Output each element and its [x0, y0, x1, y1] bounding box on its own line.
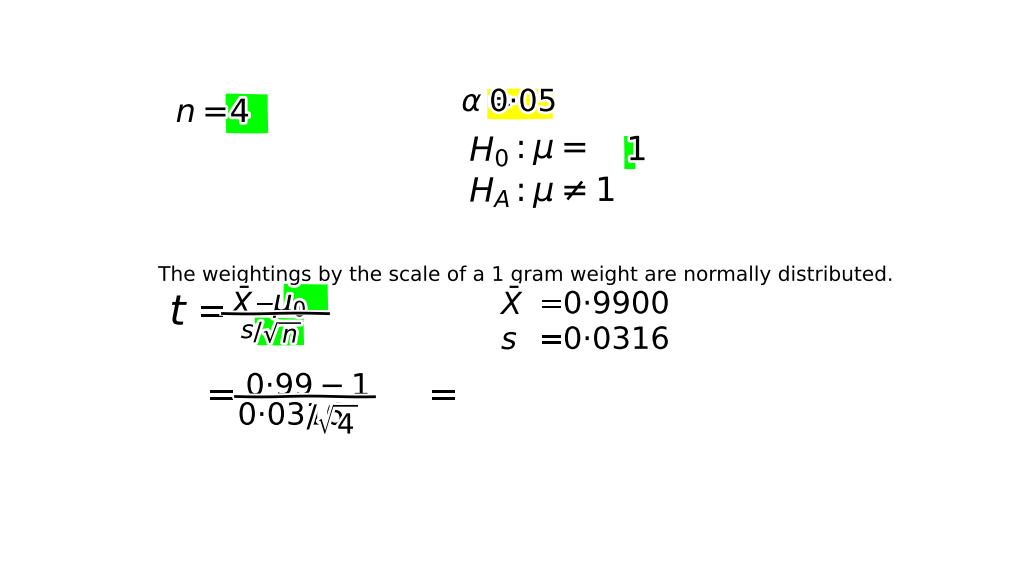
Text: $=$: $=$ — [422, 380, 457, 414]
Bar — [624, 136, 635, 169]
Text: $1$: $1$ — [627, 135, 646, 167]
Text: $=$: $=$ — [532, 325, 563, 356]
Text: The weightings by the scale of a 1 gram weight are normally distributed.: The weightings by the scale of a 1 gram … — [158, 266, 895, 285]
Text: $\sqrt{n}$: $\sqrt{n}$ — [263, 321, 303, 348]
Text: $0{\cdot}0316$: $0{\cdot}0316$ — [238, 401, 344, 432]
Text: $0{\cdot}05$: $0{\cdot}05$ — [489, 88, 556, 118]
Text: $4$: $4$ — [229, 98, 250, 129]
Text: $\bar{X}$: $\bar{X}$ — [231, 289, 256, 321]
Bar — [255, 319, 304, 345]
Text: $H_A$: $H_A$ — [469, 175, 511, 209]
Text: $s$: $s$ — [501, 325, 518, 356]
Text: $=$: $=$ — [532, 290, 563, 321]
Text: $H_0$: $H_0$ — [469, 134, 510, 169]
Text: $/$: $/$ — [306, 403, 318, 434]
Bar — [226, 93, 267, 134]
Text: $n=$: $n=$ — [176, 98, 227, 129]
Bar — [486, 89, 553, 119]
Text: $s$: $s$ — [241, 320, 255, 343]
Bar — [284, 284, 328, 310]
Text: $\sqrt{4}$: $\sqrt{4}$ — [316, 404, 359, 440]
Text: $: \mu\neq1$: $: \mu\neq1$ — [509, 174, 615, 210]
Text: $0{\cdot}9900$: $0{\cdot}9900$ — [563, 290, 670, 321]
Text: $\alpha=$: $\alpha=$ — [461, 88, 512, 118]
Text: $\bar{X}$: $\bar{X}$ — [501, 289, 525, 321]
Text: $=$: $=$ — [200, 380, 234, 414]
Text: $-$: $-$ — [253, 290, 278, 321]
Text: $: \mu=$: $: \mu=$ — [509, 135, 588, 167]
Text: $/$: $/$ — [253, 321, 264, 345]
Text: $0{\cdot}99-1$: $0{\cdot}99-1$ — [246, 372, 370, 403]
Text: $\mu_0$: $\mu_0$ — [273, 290, 307, 321]
Text: $t$: $t$ — [169, 292, 188, 334]
Text: $0{\cdot}0316$: $0{\cdot}0316$ — [563, 325, 670, 356]
Text: $=$: $=$ — [189, 296, 225, 330]
